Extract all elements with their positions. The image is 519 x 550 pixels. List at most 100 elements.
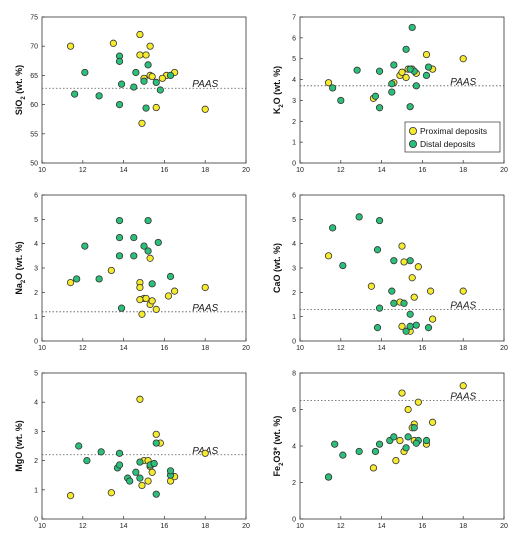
data-point-proximal xyxy=(201,105,209,113)
x-tick-label: 18 xyxy=(201,167,209,174)
series-proximal xyxy=(66,395,209,500)
data-point-distal xyxy=(152,439,160,447)
data-point-distal xyxy=(388,287,396,295)
series-proximal xyxy=(324,242,467,335)
y-tick-label: 5 xyxy=(34,371,38,378)
data-point-proximal xyxy=(398,242,406,250)
data-point-distal xyxy=(152,490,160,498)
data-point-proximal xyxy=(396,436,404,445)
legend-marker-proximal xyxy=(408,127,417,136)
x-tick-label: 16 xyxy=(161,167,169,174)
legend: Proximal deposits Distal deposits xyxy=(404,121,501,153)
x-tick-label: 18 xyxy=(459,523,467,530)
data-point-proximal xyxy=(142,51,150,59)
data-point-proximal xyxy=(138,310,146,318)
y-tick-label: 5 xyxy=(34,217,38,224)
y-axis-label-main: CaO (wt. %) xyxy=(272,243,282,293)
data-point-proximal xyxy=(66,492,75,500)
legend-box xyxy=(404,121,501,153)
x-tick-label: 10 xyxy=(296,523,304,530)
data-point-distal xyxy=(166,272,175,281)
data-point-distal xyxy=(144,216,152,225)
x-tick-label: 20 xyxy=(242,523,250,530)
data-point-distal xyxy=(373,324,382,332)
paas-label: PAAS xyxy=(450,391,476,402)
y-tick-label: 2 xyxy=(292,119,296,126)
data-point-proximal xyxy=(201,449,209,457)
x-tick-label: 18 xyxy=(201,345,209,352)
panel-sio2: 10 12 14 16 18 20 50 55 60 65 70 75 SiO2 (wt. %) PAAS xyxy=(14,15,250,175)
data-point-proximal xyxy=(422,50,431,59)
data-point-proximal xyxy=(324,252,333,260)
data-point-proximal xyxy=(428,315,437,323)
data-point-distal xyxy=(375,104,384,112)
data-point-distal xyxy=(331,440,339,448)
data-point-distal xyxy=(115,449,124,457)
y-axis-label-sub: 2 xyxy=(279,462,285,466)
data-point-proximal xyxy=(136,296,144,304)
data-point-distal xyxy=(406,310,414,318)
data-point-proximal xyxy=(459,55,467,63)
plot-frame xyxy=(299,194,505,342)
x-tick-label: 14 xyxy=(378,167,386,174)
data-point-distal xyxy=(95,92,103,100)
x-tick-label: 12 xyxy=(337,167,345,174)
data-point-distal xyxy=(126,477,134,485)
data-point-proximal xyxy=(158,74,166,82)
data-point-proximal xyxy=(148,72,156,81)
y-tick-label: 2 xyxy=(292,480,296,487)
y-tick-label: 5 xyxy=(292,217,296,224)
data-point-proximal xyxy=(148,468,156,476)
data-point-distal xyxy=(117,80,126,88)
data-point-proximal xyxy=(107,489,115,497)
data-point-distal xyxy=(412,321,420,329)
data-point-distal xyxy=(142,104,150,112)
data-point-proximal xyxy=(142,294,150,303)
data-point-distal xyxy=(371,92,380,100)
data-point-distal xyxy=(402,45,410,53)
data-point-distal xyxy=(410,424,418,432)
data-point-distal xyxy=(144,61,152,69)
y-axis-label-main: Fe xyxy=(272,466,282,477)
y-tick-label: 3 xyxy=(292,98,296,105)
y-tick-label: 8 xyxy=(292,371,296,378)
y-tick-label: 2 xyxy=(34,290,38,297)
y-axis-label-main: SiO xyxy=(14,100,24,116)
data-point-distal xyxy=(404,433,412,441)
series-distal xyxy=(73,216,175,312)
y-axis-label-sub: 2 xyxy=(21,279,27,283)
paas-label: PAAS xyxy=(450,77,476,88)
x-tick-label: 10 xyxy=(296,345,304,352)
data-point-distal xyxy=(115,57,124,65)
x-tick-label: 16 xyxy=(419,345,427,352)
data-point-distal xyxy=(140,242,148,250)
y-tick-label: 6 xyxy=(292,407,296,414)
data-point-distal xyxy=(117,304,126,312)
data-point-proximal xyxy=(146,254,154,262)
data-point-distal xyxy=(166,71,175,80)
y-axis-label-tail: O3* (wt. %) xyxy=(272,416,282,463)
y-axis-label: K2O (wt. %) xyxy=(272,66,285,114)
data-point-distal xyxy=(412,82,420,90)
data-point-distal xyxy=(388,80,396,88)
data-point-distal xyxy=(353,66,361,74)
data-point-distal xyxy=(81,242,89,250)
data-point-distal xyxy=(402,444,410,452)
data-point-proximal xyxy=(398,389,406,397)
plot-frame xyxy=(41,194,247,342)
data-point-proximal xyxy=(410,293,418,301)
data-point-proximal xyxy=(426,287,435,295)
data-point-distal xyxy=(406,257,414,265)
y-tick-label: 3 xyxy=(34,429,38,436)
x-tick-label: 10 xyxy=(38,523,46,530)
y-axis-label: MgO (wt. %) xyxy=(14,420,24,472)
data-point-proximal xyxy=(398,322,406,330)
x-tick-label: 14 xyxy=(120,345,128,352)
data-point-distal xyxy=(406,103,414,111)
y-tick-label: 4 xyxy=(292,77,296,84)
y-tick-label: 0 xyxy=(292,161,296,168)
data-point-distal xyxy=(375,440,384,448)
data-point-distal xyxy=(337,96,345,105)
